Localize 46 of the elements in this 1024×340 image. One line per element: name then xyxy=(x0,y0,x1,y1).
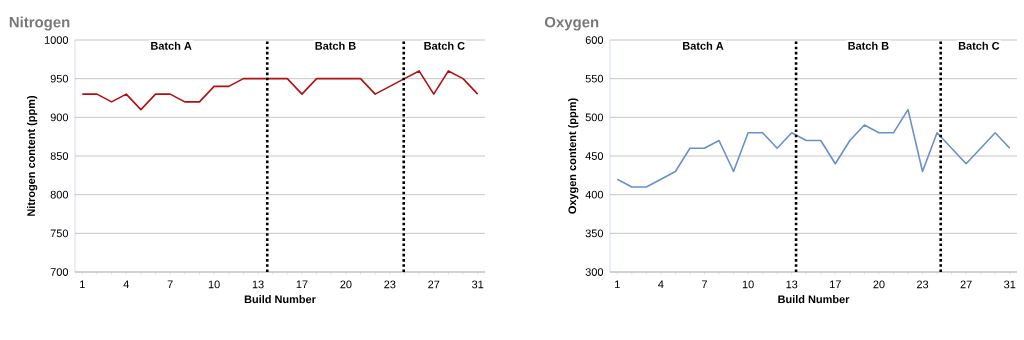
x-tick-label: 17 xyxy=(296,280,308,289)
annotation: Batch C xyxy=(958,41,1000,50)
x-tick-label: 23 xyxy=(916,280,929,289)
y-tick-label: 850 xyxy=(50,152,69,160)
x-tick-label: 13 xyxy=(786,280,798,289)
x-tick-label: 4 xyxy=(658,280,664,289)
x-tick-label: 10 xyxy=(208,280,220,289)
y-tick-label: 300 xyxy=(585,268,604,276)
y-tick-label: 950 xyxy=(50,74,69,83)
chart-title: Nitrogen xyxy=(9,16,70,31)
y-tick-label: 500 xyxy=(585,113,604,122)
x-tick-label: 31 xyxy=(1004,280,1016,289)
x-tick-label: 1 xyxy=(615,280,620,289)
x-tick-label: 17 xyxy=(830,280,841,289)
annotation: Batch B xyxy=(848,41,889,50)
y-axis-title: Nitrogen content (ppm) xyxy=(27,95,38,216)
y-tick-label: 450 xyxy=(585,152,604,160)
x-tick-label: 31 xyxy=(472,280,484,289)
annotation: Batch A xyxy=(151,41,192,50)
y-tick-label: 400 xyxy=(585,190,604,199)
annotation: Batch A xyxy=(683,41,724,50)
y-tick-label: 1000 xyxy=(44,36,69,44)
annotation: Batch C xyxy=(424,41,465,50)
y-axis-title: Oxygen content (ppm) xyxy=(568,98,579,214)
x-tick-label: 7 xyxy=(702,280,707,289)
x-tick-label: 7 xyxy=(167,280,173,289)
x-tick-label: 10 xyxy=(742,280,754,289)
y-tick-label: 900 xyxy=(50,113,69,122)
x-tick-label: 13 xyxy=(252,280,264,289)
chart-title: Oxygen xyxy=(544,16,599,31)
x-tick-label: 27 xyxy=(428,280,440,289)
y-tick-label: 350 xyxy=(585,229,604,238)
x-axis-title: Build Number xyxy=(778,295,850,304)
y-tick-label: 800 xyxy=(50,190,69,199)
annotation: Batch B xyxy=(315,41,356,50)
y-tick-label: 550 xyxy=(585,74,604,83)
x-tick-label: 4 xyxy=(123,280,129,289)
y-tick-label: 750 xyxy=(50,229,69,238)
x-axis-title: Build Number xyxy=(244,295,316,304)
x-tick-label: 27 xyxy=(960,280,972,289)
x-tick-label: 1 xyxy=(80,280,85,289)
x-tick-label: 20 xyxy=(873,280,885,289)
y-tick-label: 600 xyxy=(585,36,604,44)
y-tick-label: 700 xyxy=(50,268,69,276)
x-tick-label: 23 xyxy=(384,280,396,289)
x-tick-label: 20 xyxy=(340,280,352,289)
